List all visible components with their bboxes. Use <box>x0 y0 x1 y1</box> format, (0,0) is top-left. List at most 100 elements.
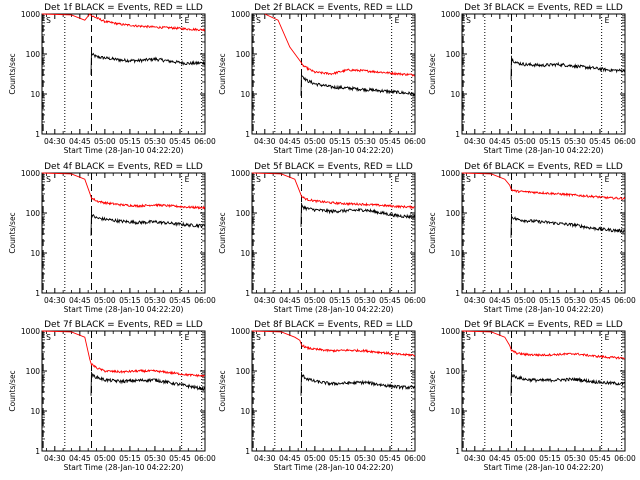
x-axis-label: Start Time (28-Jan-10 04:22:20) <box>274 305 394 314</box>
start-marker-label: S <box>256 175 261 184</box>
x-tick-label: 05:30 <box>564 296 586 305</box>
y-tick-label: 1 <box>35 130 40 139</box>
y-tick-label: 100 <box>26 209 41 218</box>
x-tick-label: 05:00 <box>304 137 326 146</box>
y-tick-label: 1 <box>245 130 250 139</box>
y-tick-label: 10 <box>240 90 250 99</box>
y-tick-label: 1000 <box>21 169 40 178</box>
x-tick-label: 06:00 <box>404 137 426 146</box>
x-tick-label: 04:30 <box>44 137 66 146</box>
y-tick-label: 10 <box>240 249 250 258</box>
x-tick-label: 04:30 <box>44 296 66 305</box>
x-tick-label: 05:45 <box>379 137 401 146</box>
y-tick-label: 1000 <box>21 10 40 19</box>
chart-panel-7: Det 7f BLACK = Events, RED = LLD11010010… <box>8 320 216 472</box>
y-tick-label: 1 <box>245 447 250 456</box>
chart-title: Det 1f BLACK = Events, RED = LLD <box>44 3 203 13</box>
chart-panel-4: Det 4f BLACK = Events, RED = LLD11010010… <box>8 162 216 314</box>
lld-series-line <box>42 331 205 377</box>
x-tick-label: 05:15 <box>119 137 141 146</box>
x-tick-label: 04:45 <box>279 296 301 305</box>
y-tick-label: 100 <box>446 209 461 218</box>
end-marker-label: E <box>605 175 610 184</box>
x-tick-label: 05:15 <box>329 137 351 146</box>
x-tick-label: 04:30 <box>44 454 66 463</box>
x-tick-label: 06:00 <box>404 296 426 305</box>
events-series-line <box>91 51 205 75</box>
end-marker-label: E <box>605 16 610 25</box>
end-marker-label: E <box>605 333 610 342</box>
events-series-line <box>301 372 415 396</box>
x-tick-label: 06:00 <box>614 454 636 463</box>
y-axis-label: Counts/sec <box>8 370 17 411</box>
x-tick-label: 06:00 <box>194 137 216 146</box>
x-tick-label: 05:45 <box>589 296 611 305</box>
y-tick-label: 1000 <box>441 327 460 336</box>
chart-panel-8: Det 8f BLACK = Events, RED = LLD11010010… <box>218 320 426 472</box>
x-tick-label: 05:30 <box>144 296 166 305</box>
x-tick-label: 06:00 <box>194 454 216 463</box>
plot-frame <box>42 173 205 293</box>
x-tick-label: 05:45 <box>169 296 191 305</box>
events-series-line <box>511 214 625 238</box>
y-tick-label: 100 <box>446 367 461 376</box>
x-tick-label: 05:45 <box>589 454 611 463</box>
x-tick-label: 04:30 <box>254 137 276 146</box>
x-tick-label: 04:45 <box>69 296 91 305</box>
x-tick-label: 05:30 <box>564 137 586 146</box>
y-axis-label: Counts/sec <box>428 53 437 94</box>
x-tick-label: 05:00 <box>304 454 326 463</box>
x-tick-label: 05:45 <box>589 137 611 146</box>
plot-frame <box>252 331 415 451</box>
events-series-line <box>91 212 205 236</box>
x-tick-label: 05:00 <box>94 454 116 463</box>
y-axis-label: Counts/sec <box>218 370 227 411</box>
x-tick-label: 04:30 <box>464 137 486 146</box>
chart-title: Det 6f BLACK = Events, RED = LLD <box>464 162 623 172</box>
chart-title: Det 7f BLACK = Events, RED = LLD <box>44 320 203 330</box>
x-axis-label: Start Time (28-Jan-10 04:22:20) <box>274 146 394 155</box>
x-tick-label: 05:15 <box>539 296 561 305</box>
x-tick-label: 05:15 <box>539 454 561 463</box>
x-tick-label: 04:45 <box>489 454 511 463</box>
y-tick-label: 1 <box>35 447 40 456</box>
x-tick-label: 06:00 <box>614 296 636 305</box>
x-axis-label: Start Time (28-Jan-10 04:22:20) <box>484 146 604 155</box>
x-tick-label: 05:15 <box>539 137 561 146</box>
start-marker-label: S <box>256 333 261 342</box>
y-tick-label: 10 <box>240 407 250 416</box>
chart-panel-1: Det 1f BLACK = Events, RED = LLD 1 10 100 10… <box>8 3 216 155</box>
y-axis-label: Counts/sec <box>218 53 227 94</box>
plot-frame <box>252 173 415 293</box>
x-tick-label: 05:15 <box>119 296 141 305</box>
y-tick-label: 1 <box>455 289 460 298</box>
y-tick-label: 10 <box>30 90 40 99</box>
plot-frame <box>462 331 625 451</box>
x-tick-label: 04:30 <box>464 296 486 305</box>
x-tick-label: 04:45 <box>69 454 91 463</box>
x-tick-label: 04:45 <box>489 296 511 305</box>
x-tick-label: 05:15 <box>329 454 351 463</box>
x-tick-label: 05:00 <box>94 296 116 305</box>
end-marker-label: E <box>395 16 400 25</box>
x-tick-label: 04:45 <box>279 454 301 463</box>
y-tick-label: 10 <box>450 249 460 258</box>
x-tick-label: 04:45 <box>489 137 511 146</box>
y-tick-label: 1000 <box>231 169 250 178</box>
x-tick-label: 05:30 <box>354 454 376 463</box>
chart-panel-9: Det 9f BLACK = Events, RED = LLD 1 10 100 10… <box>428 320 636 472</box>
events-series-line <box>301 72 415 96</box>
y-axis-label: Counts/sec <box>8 53 17 94</box>
x-tick-label: 05:00 <box>514 296 536 305</box>
lld-series-line <box>42 173 205 209</box>
x-tick-label: 05:30 <box>144 454 166 463</box>
x-axis-label: Start Time (28-Jan-10 04:22:20) <box>64 463 184 472</box>
plot-frame <box>42 14 205 134</box>
x-tick-label: 05:15 <box>119 454 141 463</box>
y-tick-label: 1 <box>35 289 40 298</box>
start-marker-label: S <box>46 175 51 184</box>
chart-title: Det 8f BLACK = Events, RED = LLD <box>254 320 413 330</box>
x-tick-label: 05:45 <box>169 137 191 146</box>
x-tick-label: 05:30 <box>354 296 376 305</box>
x-tick-label: 04:45 <box>279 137 301 146</box>
